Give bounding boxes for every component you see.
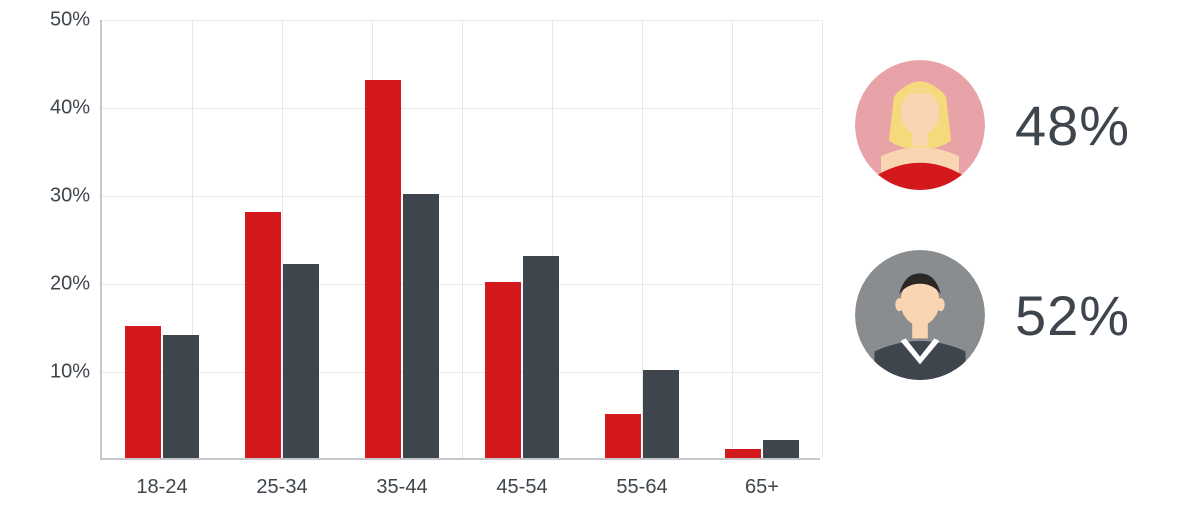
bar-male	[643, 370, 679, 458]
female-avatar-icon	[855, 60, 985, 190]
x-tick-label: 25-34	[256, 476, 307, 499]
x-tick-label: 18-24	[136, 476, 187, 499]
gridline-v	[822, 20, 823, 458]
x-tick-label: 35-44	[376, 476, 427, 499]
y-tick-label: 10%	[50, 361, 90, 384]
bar-female	[485, 282, 521, 458]
x-tick-label: 45-54	[496, 476, 547, 499]
gridline-v	[462, 20, 463, 458]
male-percentage: 52%	[1015, 283, 1130, 348]
bar-female	[245, 212, 281, 458]
gridline-h	[102, 196, 820, 197]
female-stat: 48%	[855, 60, 1185, 190]
y-tick-label: 20%	[50, 273, 90, 296]
x-tick-label: 65+	[745, 476, 779, 499]
female-percentage: 48%	[1015, 93, 1130, 158]
bar-female	[725, 449, 761, 458]
plot-area: 10%20%30%40%50%18-2425-3435-4445-5455-64…	[100, 20, 820, 460]
y-tick-label: 30%	[50, 185, 90, 208]
bar-male	[403, 194, 439, 458]
bar-male	[523, 256, 559, 458]
bar-female	[365, 80, 401, 458]
x-tick-label: 55-64	[616, 476, 667, 499]
bar-male	[163, 335, 199, 458]
gridline-h	[102, 20, 820, 21]
gender-stats: 48%	[855, 60, 1185, 440]
bar-male	[763, 440, 799, 458]
male-avatar-icon	[855, 250, 985, 380]
age-distribution-chart: 10% 20% 30% 40% 50% 18-24 25-34 35-44 45-54 55-64…	[0, 0, 830, 524]
gridline-h	[102, 108, 820, 109]
gridline-h	[102, 284, 820, 285]
gridline-h	[102, 372, 820, 373]
gridline-v	[732, 20, 733, 458]
y-tick-label: 40%	[50, 97, 90, 120]
y-tick-label: 50%	[50, 9, 90, 32]
bar-male	[283, 264, 319, 458]
bar-female	[605, 414, 641, 458]
bar-female	[125, 326, 161, 458]
male-stat: 52%	[855, 250, 1185, 380]
demographics-infographic: 10% 20% 30% 40% 50% 18-24 25-34 35-44 45-54 55-64…	[0, 0, 1200, 524]
